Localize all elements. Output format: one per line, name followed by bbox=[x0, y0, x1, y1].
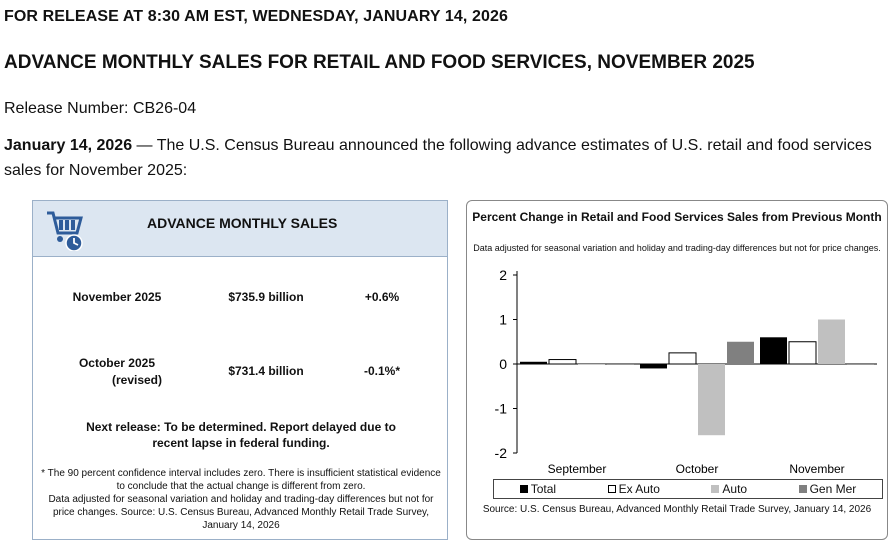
intro-paragraph: January 14, 2026 — The U.S. Census Burea… bbox=[4, 133, 889, 183]
footnote-source: Data adjusted for seasonal variation and… bbox=[48, 494, 434, 531]
legend-swatch bbox=[607, 485, 616, 493]
row-label-november: November 2025 bbox=[72, 290, 162, 304]
chart-subtitle: Data adjusted for seasonal variation and… bbox=[473, 243, 881, 253]
bar-total-september bbox=[520, 361, 547, 364]
x-tick-label: October bbox=[676, 462, 719, 476]
bar-total-october bbox=[640, 364, 667, 369]
y-tick-label: -1 bbox=[495, 401, 508, 417]
shopping-cart-clock-icon bbox=[47, 211, 83, 251]
legend-label: Gen Mer bbox=[809, 482, 857, 496]
chart-box: Percent Change in Retail and Food Servic… bbox=[466, 200, 888, 540]
y-tick-label: 0 bbox=[499, 356, 507, 372]
bar-chart: 2 1 0 -1 -2 September October November bbox=[495, 267, 877, 476]
bar-auto-november bbox=[818, 319, 845, 364]
release-line: FOR RELEASE AT 8:30 AM EST, WEDNESDAY, J… bbox=[4, 8, 509, 25]
row-change-october: -0.1%* bbox=[363, 364, 401, 378]
bar-total-november bbox=[760, 337, 787, 364]
chart-title: Percent Change in Retail and Food Servic… bbox=[472, 210, 882, 224]
bar-auto-september bbox=[578, 364, 605, 365]
bar-gen-mer-september bbox=[607, 364, 634, 365]
next-release-note: Next release: To be determined. Report d… bbox=[86, 420, 396, 450]
bar-auto-october bbox=[698, 364, 725, 436]
chart-legend: Total Ex Auto Auto Gen Mer bbox=[493, 479, 883, 499]
intro-text: — The U.S. Census Bureau announced the f… bbox=[4, 137, 872, 179]
advance-sales-box: ADVANCE MONTHLY SALES November 2025 $735… bbox=[32, 200, 448, 540]
sales-box-header: ADVANCE MONTHLY SALES bbox=[33, 201, 447, 257]
legend-swatch bbox=[711, 485, 720, 493]
row-value-october: $731.4 billion bbox=[228, 364, 304, 378]
y-tick-label: -2 bbox=[495, 445, 508, 461]
legend-swatch bbox=[519, 485, 528, 493]
y-tick-label: 2 bbox=[499, 267, 507, 283]
legend-item-total: Total bbox=[519, 482, 557, 496]
release-number: Release Number: CB26-04 bbox=[4, 100, 197, 117]
row-label-october: October 2025 bbox=[78, 356, 156, 370]
row-sublabel-october: (revised) bbox=[111, 373, 163, 387]
chart-source: Source: U.S. Census Bureau, Advanced Mon… bbox=[482, 504, 872, 515]
sales-box-title: ADVANCE MONTHLY SALES bbox=[147, 215, 338, 231]
bar-ex-auto-september bbox=[548, 359, 577, 365]
bar-gen-mer-november bbox=[847, 364, 874, 365]
row-value-november: $735.9 billion bbox=[228, 290, 304, 304]
legend-item-ex-auto: Ex Auto bbox=[607, 482, 660, 496]
y-tick-label: 1 bbox=[499, 312, 507, 328]
legend-label: Ex Auto bbox=[618, 482, 660, 496]
legend-item-auto: Auto bbox=[711, 482, 747, 496]
headline: ADVANCE MONTHLY SALES FOR RETAIL AND FOO… bbox=[4, 52, 755, 73]
legend-label: Total bbox=[530, 482, 557, 496]
x-tick-label: September bbox=[548, 462, 607, 476]
footnote: * The 90 percent confidence interval inc… bbox=[41, 467, 441, 532]
bar-gen-mer-october bbox=[727, 341, 754, 364]
footnote-confidence: * The 90 percent confidence interval inc… bbox=[41, 468, 441, 492]
row-change-november: +0.6% bbox=[364, 290, 400, 304]
legend-item-gen-mer: Gen Mer bbox=[798, 482, 857, 496]
x-tick-label: November bbox=[789, 462, 844, 476]
intro-date: January 14, 2026 bbox=[4, 137, 133, 154]
bar-ex-auto-november bbox=[788, 341, 817, 365]
bar-ex-auto-october bbox=[668, 352, 697, 365]
legend-label: Auto bbox=[722, 482, 748, 496]
legend-swatch bbox=[798, 485, 807, 493]
